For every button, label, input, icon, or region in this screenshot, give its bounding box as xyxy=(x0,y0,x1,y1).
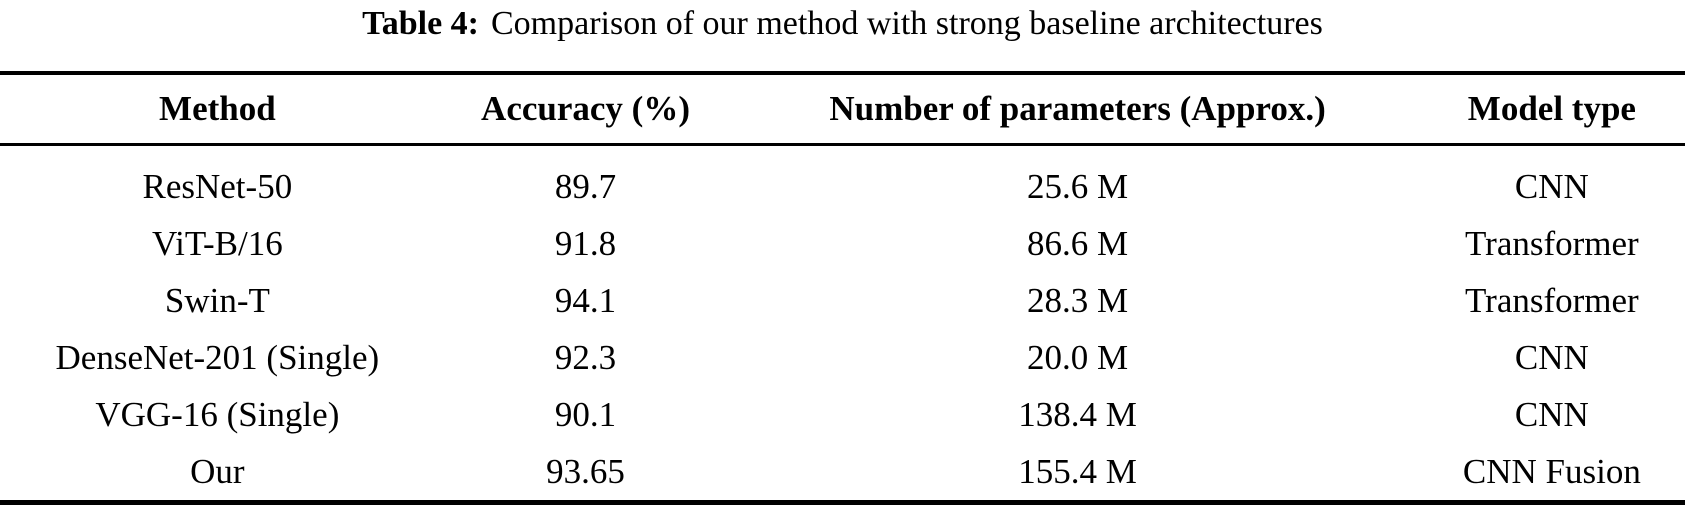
table-row-vgg16: VGG-16 (Single) 90.1 138.4 M CNN xyxy=(0,386,1685,443)
cell-accuracy: 93.65 xyxy=(546,451,625,491)
table-row-our: Our 93.65 155.4 M CNN Fusion xyxy=(0,443,1685,503)
column-header-accuracy: Accuracy (%) xyxy=(434,73,737,146)
cell-model-type: Transformer xyxy=(1465,223,1639,263)
cell-method: Swin-T xyxy=(164,280,270,320)
cell-accuracy: 90.1 xyxy=(554,394,617,434)
cell-model-type: CNN xyxy=(1514,394,1589,434)
cell-accuracy: 89.7 xyxy=(554,166,617,206)
cell-accuracy: 91.8 xyxy=(554,223,617,263)
cell-model-type: CNN Fusion xyxy=(1462,451,1641,491)
table-caption: Table 4: Comparison of our method with st… xyxy=(0,3,1685,45)
cell-parameters: 20.0 M xyxy=(1026,337,1129,377)
table-header-row: Method Accuracy (%) Number of parameters… xyxy=(0,73,1685,146)
table-caption-text: Comparison of our method with strong bas… xyxy=(490,5,1323,42)
cell-method: VGG-16 (Single) xyxy=(95,394,340,434)
table-row-vit-b16: ViT-B/16 91.8 86.6 M Transformer xyxy=(0,215,1685,272)
table-row-densenet201: DenseNet-201 (Single) 92.3 20.0 M CNN xyxy=(0,329,1685,386)
cell-method: Our xyxy=(190,451,245,491)
cell-parameters: 25.6 M xyxy=(1026,166,1129,206)
cell-model-type: CNN xyxy=(1514,337,1589,377)
cell-method: ViT-B/16 xyxy=(151,223,283,263)
cell-parameters: 155.4 M xyxy=(1018,451,1137,491)
table-row-resnet50: ResNet-50 89.7 25.6 M CNN xyxy=(0,145,1685,216)
cell-method: ResNet-50 xyxy=(142,166,293,206)
cell-method: DenseNet-201 (Single) xyxy=(55,337,380,377)
column-header-parameters: Number of parameters (Approx.) xyxy=(736,73,1419,146)
cell-parameters: 138.4 M xyxy=(1018,394,1137,434)
table-caption-label: Table 4: xyxy=(362,5,479,42)
paper-table-figure: Table 4: Comparison of our method with st… xyxy=(0,3,1685,505)
comparison-table: Method Accuracy (%) Number of parameters… xyxy=(0,71,1685,505)
column-header-method: Method xyxy=(0,73,435,146)
cell-accuracy: 92.3 xyxy=(554,337,617,377)
cell-model-type: Transformer xyxy=(1465,280,1639,320)
cell-parameters: 86.6 M xyxy=(1026,223,1129,263)
column-header-model-type: Model type xyxy=(1418,73,1685,146)
cell-model-type: CNN xyxy=(1514,166,1589,206)
cell-parameters: 28.3 M xyxy=(1026,280,1129,320)
cell-accuracy: 94.1 xyxy=(554,280,617,320)
table-row-swin-t: Swin-T 94.1 28.3 M Transformer xyxy=(0,272,1685,329)
